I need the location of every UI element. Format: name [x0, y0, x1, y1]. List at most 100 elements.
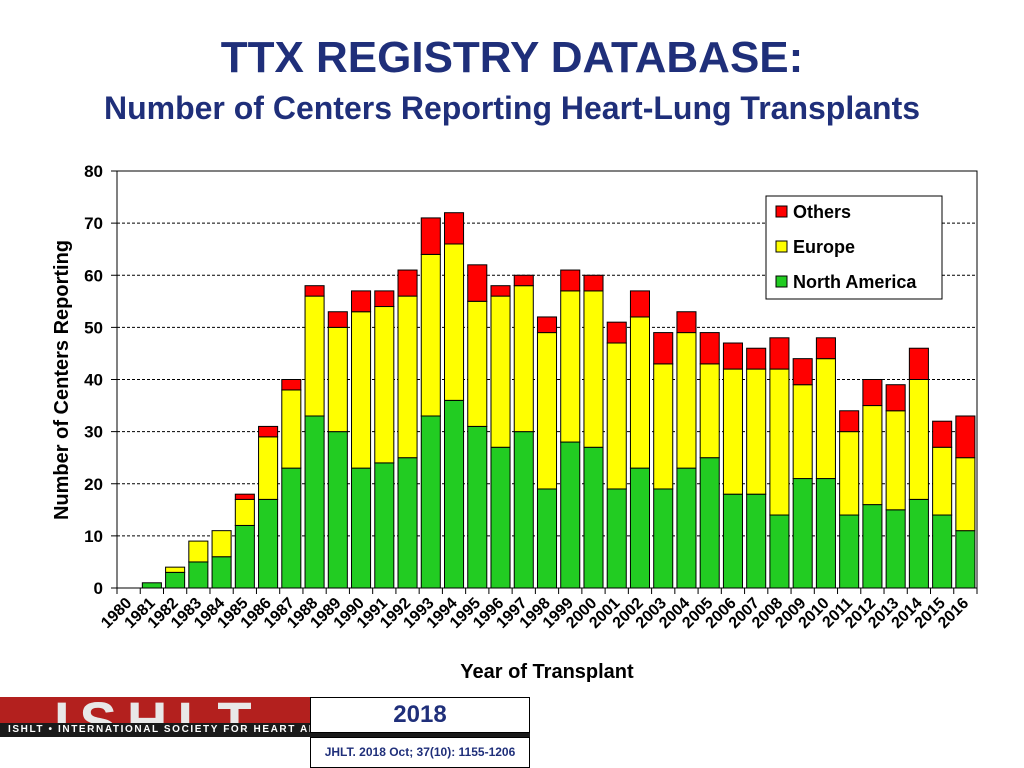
y-tick-label: 20 [84, 475, 103, 494]
bar-europe-1993 [420, 253, 441, 417]
bar-north-america-1988 [304, 415, 325, 589]
bar-europe-2009 [792, 384, 813, 480]
bar-europe-1990 [351, 311, 372, 469]
stacked-bar-chart: 0 10 20 30 40 50 60 70 80 1980198119821983198419… [51, 162, 978, 683]
bar-europe-2014 [908, 379, 929, 500]
bar-europe-1992 [397, 295, 418, 459]
legend-box [765, 195, 943, 300]
axes [111, 170, 978, 594]
y-tick-label: 50 [84, 318, 103, 337]
bar-others-1987 [281, 379, 302, 391]
bar-others-1992 [397, 269, 418, 297]
bar-europe-1987 [281, 389, 302, 469]
bar-others-2011 [839, 410, 860, 433]
bar-north-america-1991 [374, 462, 395, 589]
bar-north-america-2001 [606, 488, 627, 589]
y-tick-label: 10 [84, 527, 103, 546]
y-tick-labels: 0 10 20 30 40 50 60 70 80 [84, 162, 103, 598]
y-tick-label: 0 [94, 579, 103, 598]
bar-europe-1994 [444, 243, 465, 401]
bar-europe-1986 [258, 436, 279, 500]
footer: ISHLT ISHLT • INTERNATIONAL SOCIETY FOR … [0, 697, 530, 768]
bar-north-america-1997 [513, 431, 534, 589]
bar-europe-2010 [815, 358, 836, 480]
bar-europe-1983 [188, 540, 209, 563]
y-axis-label: Number of Centers Reporting [51, 240, 73, 520]
bar-others-2014 [908, 347, 929, 381]
bar-europe-1999 [560, 290, 581, 443]
bar-north-america-1989 [327, 431, 348, 589]
bar-north-america-1993 [420, 415, 441, 589]
bar-north-america-2010 [815, 478, 836, 589]
bar-europe-1998 [536, 332, 558, 490]
legend-swatch-others [775, 205, 788, 218]
bar-north-america-2003 [653, 488, 674, 589]
bar-others-1999 [560, 269, 581, 292]
bar-europe-2015 [932, 446, 953, 516]
bar-others-1993 [420, 217, 441, 255]
x-tick-labels: 1980198119821983198419851986198719881989… [98, 595, 972, 632]
page-title: TTX REGISTRY DATABASE: [220, 33, 804, 82]
bar-others-1990 [351, 290, 372, 313]
bar-europe-2001 [606, 342, 627, 490]
bar-north-america-2009 [792, 478, 813, 589]
bar-others-2007 [746, 347, 767, 370]
bar-others-2004 [676, 311, 697, 334]
bar-europe-2006 [722, 368, 743, 495]
bar-europe-1982 [165, 566, 186, 573]
bar-north-america-2002 [629, 467, 651, 589]
bar-others-2006 [722, 342, 743, 370]
bar-north-america-1996 [490, 446, 511, 589]
bar-europe-2012 [862, 405, 883, 506]
bar-others-1986 [258, 425, 279, 438]
bar-others-2015 [932, 420, 953, 448]
bar-north-america-1999 [560, 441, 581, 589]
bar-others-1997 [513, 274, 534, 287]
bar-others-2002 [629, 290, 651, 318]
logo-tagline: ISHLT • INTERNATIONAL SOCIETY FOR HEART … [8, 724, 492, 735]
bar-north-america-2008 [769, 514, 790, 589]
bar-europe-1996 [490, 295, 511, 448]
bar-europe-2007 [746, 368, 767, 495]
legend-label-others: Others [793, 202, 851, 222]
bar-europe-1997 [513, 285, 534, 433]
bar-north-america-2011 [839, 514, 860, 589]
bar-others-2013 [885, 384, 906, 412]
legend-swatch-north-america [775, 275, 788, 288]
bar-europe-2008 [769, 368, 790, 516]
bar-north-america-1984 [211, 556, 232, 589]
bar-others-2001 [606, 321, 627, 344]
bar-others-1989 [327, 311, 348, 328]
bar-others-1998 [536, 316, 558, 334]
bar-north-america-2006 [722, 493, 743, 589]
bar-others-1988 [304, 285, 325, 297]
y-tick-label: 60 [84, 266, 103, 285]
y-tick-label: 70 [84, 214, 103, 233]
bar-europe-1984 [211, 530, 232, 558]
bar-north-america-1987 [281, 467, 302, 589]
bar-others-2000 [583, 274, 604, 292]
legend-label-europe: Europe [793, 237, 855, 257]
y-tick-label: 80 [84, 162, 103, 181]
bar-europe-2000 [583, 290, 604, 448]
bar-north-america-1983 [188, 561, 209, 589]
bar-others-1996 [490, 285, 511, 297]
bar-north-america-2012 [862, 504, 883, 589]
bar-north-america-2015 [932, 514, 953, 589]
bar-others-2010 [815, 337, 836, 360]
bar-others-2008 [769, 337, 790, 370]
bar-others-2005 [699, 332, 720, 365]
bar-others-2016 [955, 415, 976, 459]
bar-north-america-1995 [467, 425, 488, 589]
bar-others-1995 [467, 264, 488, 302]
legend-label-north-america: North America [793, 272, 917, 292]
bar-europe-2002 [629, 316, 651, 469]
bar-europe-2003 [653, 363, 674, 490]
bar-europe-1995 [467, 300, 488, 427]
y-tick-label: 30 [84, 423, 103, 442]
bar-europe-2005 [699, 363, 720, 459]
y-tick-label: 40 [84, 371, 103, 390]
bar-north-america-1998 [536, 488, 558, 589]
page-subtitle: Number of Centers Reporting Heart-Lung T… [103, 90, 921, 126]
bar-north-america-2007 [746, 493, 767, 589]
